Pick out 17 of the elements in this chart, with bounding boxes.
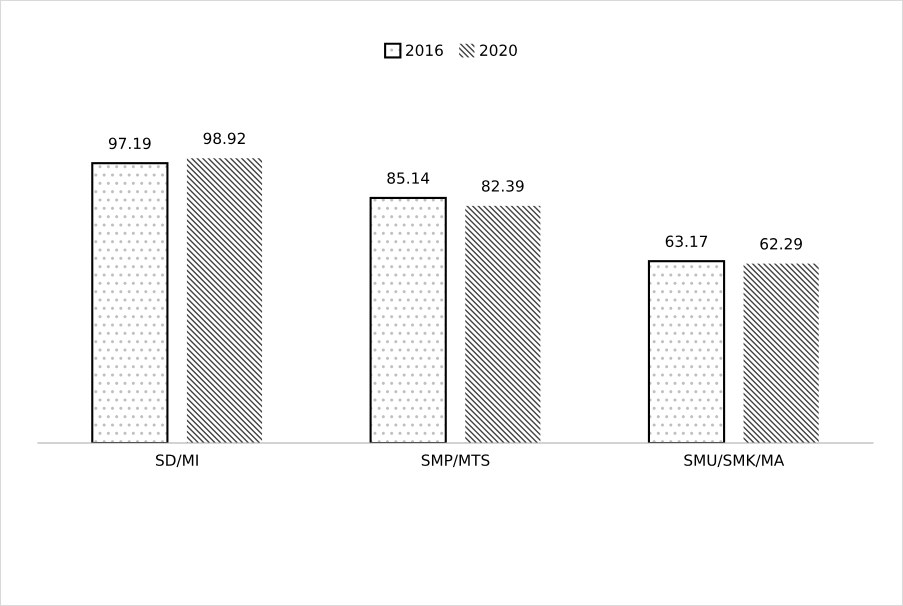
x-tick-label: SD/MI — [156, 454, 198, 468]
x-tick-label: SMU/SMK/MA — [684, 454, 784, 468]
legend-label: 2020 — [480, 44, 517, 56]
data-label: 97.19 — [108, 138, 151, 150]
bar — [744, 264, 819, 443]
bar — [465, 206, 540, 443]
legend-label: 2016 — [406, 44, 443, 56]
data-label: 98.92 — [204, 132, 245, 144]
data-label: 62.29 — [760, 238, 802, 250]
bar — [648, 260, 726, 443]
data-label: 63.17 — [666, 236, 708, 248]
x-tick-label: SMP/MTS — [422, 454, 490, 468]
data-label: 85.14 — [387, 172, 430, 184]
data-label: 82.39 — [482, 180, 524, 192]
bar — [370, 196, 447, 443]
bar — [186, 158, 262, 443]
bar — [91, 162, 168, 443]
